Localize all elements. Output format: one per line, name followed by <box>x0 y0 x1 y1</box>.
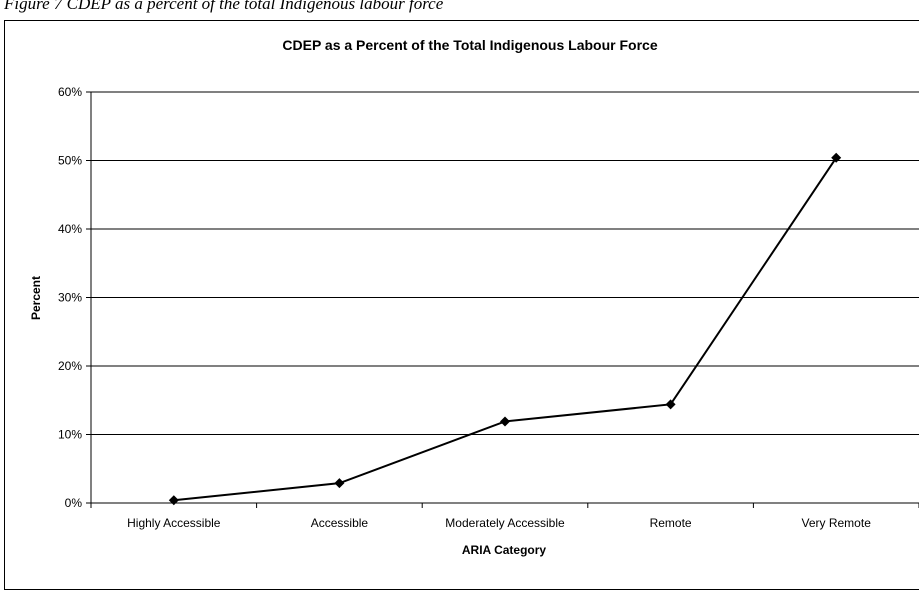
line-chart: CDEP as a Percent of the Total Indigenou… <box>29 37 919 557</box>
y-tick-label: 10% <box>58 428 82 442</box>
x-tick-label: Accessible <box>311 516 369 530</box>
y-tick-label: 50% <box>58 154 82 168</box>
gridlines <box>91 91 919 435</box>
series-line <box>173 157 838 502</box>
figure-caption: Figure 7 CDEP as a percent of the total … <box>4 0 444 13</box>
x-tick-label: Highly Accessible <box>127 516 221 530</box>
chart-title: CDEP as a Percent of the Total Indigenou… <box>282 37 657 53</box>
x-tick-label: Very Remote <box>802 516 872 530</box>
y-tick-label: 0% <box>65 496 83 510</box>
data-point-1 <box>334 478 345 489</box>
y-tick-label: 60% <box>58 85 82 99</box>
x-tick-labels: Highly Accessible Accessible Moderately Ac… <box>90 503 919 530</box>
data-point-4 <box>831 152 842 163</box>
y-axis-title: Percent <box>29 276 43 320</box>
y-tick-labels: 0% 10% 20% 30% 40% 50% 60% <box>58 85 91 510</box>
x-tick-label: Remote <box>650 516 692 530</box>
x-tick-label: Moderately Accessible <box>445 516 565 530</box>
y-tick-label: 40% <box>58 222 82 236</box>
y-tick-label: 20% <box>58 359 82 373</box>
data-series <box>168 152 842 506</box>
y-tick-label: 30% <box>58 291 82 305</box>
data-point-3 <box>665 399 676 410</box>
data-point-0 <box>168 495 179 506</box>
x-axis-title: ARIA Category <box>462 543 547 557</box>
data-point-2 <box>500 416 510 427</box>
